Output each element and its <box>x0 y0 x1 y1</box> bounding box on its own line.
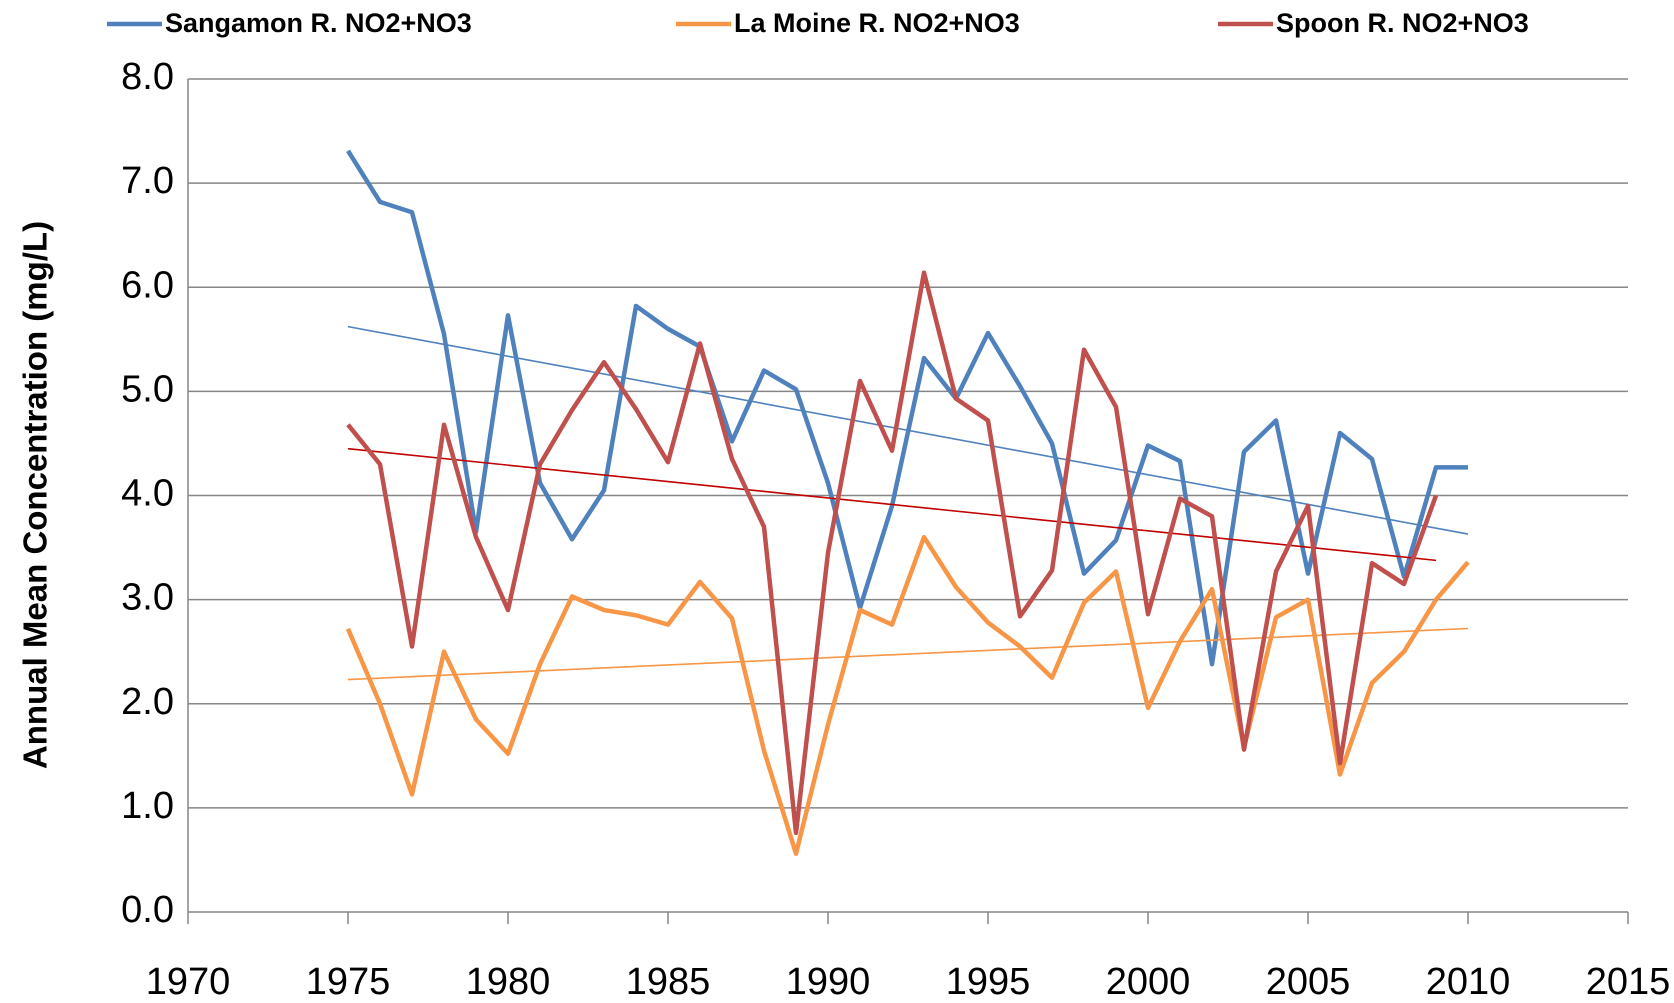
x-tick-label: 2015 <box>1586 961 1671 1003</box>
y-tick-label: 2.0 <box>121 681 174 723</box>
y-axis-title: Annual Mean Concentration (mg/L) <box>17 221 54 769</box>
x-tick-label: 2010 <box>1426 961 1511 1003</box>
x-tick-label: 1980 <box>466 961 551 1003</box>
x-tick-label: 1995 <box>946 961 1031 1003</box>
trendline <box>347 627 1469 681</box>
trendline <box>347 447 1437 562</box>
legend-label: Spoon R. NO2+NO3 <box>1276 8 1529 38</box>
series-line <box>346 270 1439 836</box>
series-line <box>346 149 1468 667</box>
y-tick-label: 1.0 <box>121 785 174 827</box>
y-tick-label: 7.0 <box>121 160 174 202</box>
y-tick-label: 6.0 <box>121 264 174 306</box>
x-tick-label: 1985 <box>626 961 711 1003</box>
y-tick-label: 0.0 <box>121 889 174 931</box>
x-tick-label: 2005 <box>1266 961 1351 1003</box>
x-tick-label: 1990 <box>786 961 871 1003</box>
legend-label: La Moine R. NO2+NO3 <box>734 8 1020 38</box>
x-tick-label: 1975 <box>306 961 391 1003</box>
y-tick-label: 8.0 <box>121 56 174 98</box>
y-tick-label: 5.0 <box>121 368 174 410</box>
x-tick-label: 2000 <box>1106 961 1191 1003</box>
y-tick-label: 3.0 <box>121 577 174 619</box>
x-tick-label: 1970 <box>146 961 231 1003</box>
y-tick-label: 4.0 <box>121 473 174 515</box>
legend-label: Sangamon R. NO2+NO3 <box>165 8 472 38</box>
series-line <box>345 534 1470 856</box>
